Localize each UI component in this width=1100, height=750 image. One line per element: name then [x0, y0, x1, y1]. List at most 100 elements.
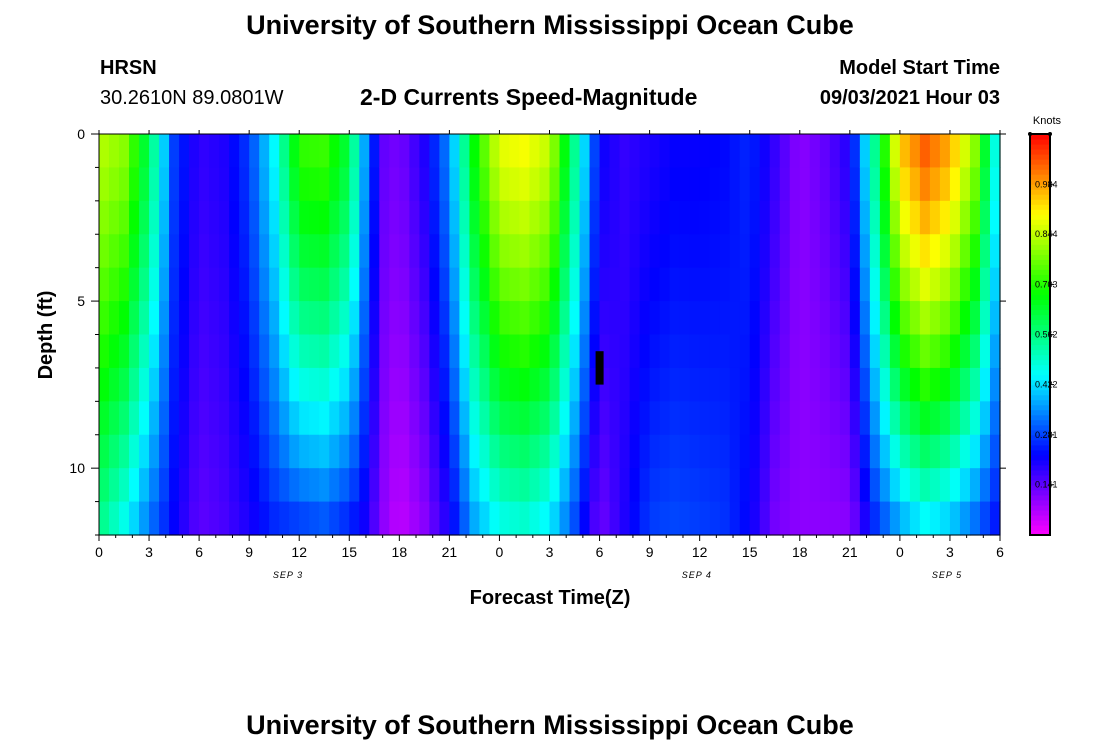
heatmap-cell: [539, 334, 551, 369]
heatmap-cell: [409, 267, 420, 302]
heatmap-cell: [299, 401, 310, 436]
heatmap-cell: [599, 200, 611, 235]
heatmap-cell: [949, 367, 961, 402]
heatmap-cell: [199, 334, 210, 369]
colorbar-segment: [1030, 159, 1050, 165]
colorbar-segment: [1030, 519, 1050, 526]
heatmap-cell: [709, 200, 721, 235]
heatmap-cell: [739, 468, 751, 503]
heatmap-cell: [529, 200, 541, 235]
heatmap-cell: [429, 134, 440, 169]
heatmap-cell: [419, 200, 430, 235]
colorbar-tick-label: 0.703: [1035, 279, 1058, 289]
heatmap-cell: [969, 301, 981, 336]
heatmap-cell: [199, 267, 210, 302]
heatmap-cell: [759, 501, 771, 536]
heatmap-cell: [889, 267, 901, 302]
heatmap-cell: [619, 334, 631, 369]
heatmap-cell: [249, 267, 260, 302]
colorbar-segment: [1030, 319, 1050, 326]
colorbar-segment: [1030, 194, 1050, 200]
heatmap-cell: [129, 267, 140, 302]
heatmap-cell: [159, 401, 170, 436]
heatmap-cell: [789, 134, 801, 169]
heatmap-cell: [309, 434, 320, 469]
heatmap-cell: [949, 301, 961, 336]
heatmap-cell: [499, 200, 511, 235]
heatmap-cell: [939, 434, 951, 469]
heatmap-cell: [719, 301, 731, 336]
heatmap-cell: [519, 468, 531, 503]
heatmap-cell: [619, 501, 631, 536]
heatmap-cell: [159, 200, 170, 235]
colorbar-segment: [1030, 514, 1050, 521]
heatmap-cell: [219, 401, 230, 436]
heatmap-cell: [259, 267, 270, 302]
x-tick-label: 18: [392, 544, 408, 560]
heatmap-cell: [549, 134, 561, 169]
heatmap-cell: [249, 334, 260, 369]
plot-title: 2-D Currents Speed-Magnitude: [360, 84, 698, 110]
heatmap-cell: [939, 301, 951, 336]
heatmap-cell: [159, 267, 170, 302]
heatmap-cell: [339, 401, 350, 436]
colorbar-segment: [1030, 524, 1050, 531]
heatmap-cell: [659, 367, 671, 402]
heatmap-cell: [609, 267, 621, 302]
heatmap-cell: [239, 301, 250, 336]
heatmap-cell: [719, 200, 731, 235]
heatmap-cell: [809, 367, 821, 402]
colorbar-segment: [1030, 204, 1050, 210]
heatmap-cell: [969, 401, 981, 436]
heatmap-cell: [369, 200, 380, 235]
heatmap-cell: [619, 200, 631, 235]
heatmap-cell: [179, 468, 190, 503]
heatmap-cell: [99, 367, 110, 402]
heatmap-cell: [969, 367, 981, 402]
heatmap-cell: [699, 401, 711, 436]
heatmap-cell: [669, 468, 681, 503]
heatmap-cell: [819, 367, 831, 402]
heatmap-cell: [389, 267, 400, 302]
heatmap-cell: [649, 367, 661, 402]
heatmap-cell: [829, 501, 841, 536]
heatmap-cell: [659, 434, 671, 469]
colorbar-segment: [1030, 369, 1050, 376]
heatmap-cell: [169, 401, 180, 436]
heatmap-cell: [419, 401, 430, 436]
heatmap-cell: [919, 401, 931, 436]
heatmap-cell: [509, 401, 521, 436]
heatmap-cell: [759, 200, 771, 235]
heatmap-cell: [309, 134, 320, 169]
heatmap-cell: [829, 367, 841, 402]
heatmap-cell: [279, 401, 290, 436]
heatmap-cell: [929, 167, 941, 202]
heatmap-cell: [229, 167, 240, 202]
heatmap-cell: [409, 367, 420, 402]
heatmap-cell: [139, 401, 150, 436]
heatmap-cell: [469, 267, 481, 302]
heatmap-cell: [809, 501, 821, 536]
x-tick-label: 0: [496, 544, 504, 560]
heatmap-cell: [789, 434, 801, 469]
heatmap-cell: [569, 134, 581, 169]
heatmap-cell: [339, 200, 350, 235]
heatmap-cell: [339, 468, 350, 503]
heatmap-cell: [569, 167, 581, 202]
heatmap-cell: [789, 501, 801, 536]
heatmap-cell: [639, 134, 651, 169]
heatmap-cell: [189, 334, 200, 369]
heatmap-cell: [659, 234, 671, 269]
heatmap-cell: [129, 401, 140, 436]
heatmap-cell: [179, 234, 190, 269]
heatmap-cell: [759, 134, 771, 169]
heatmap-cell: [499, 167, 511, 202]
heatmap-cell: [389, 434, 400, 469]
heatmap-cell: [589, 167, 601, 202]
heatmap-cell: [769, 401, 781, 436]
heatmap-cell: [909, 401, 921, 436]
colorbar-segment: [1030, 149, 1050, 155]
heatmap-cell: [179, 501, 190, 536]
heatmap-cell: [469, 468, 481, 503]
heatmap-cell: [199, 367, 210, 402]
